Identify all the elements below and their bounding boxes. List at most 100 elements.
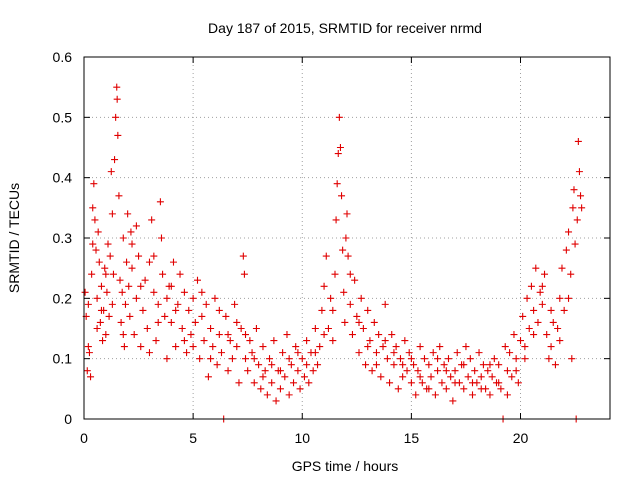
axes: 0 0.1 0.2 0.3 0.4 0.5 0.6 0 5 10 15 20 <box>53 49 611 446</box>
y-tick-label: 0.4 <box>53 170 73 186</box>
data-point <box>368 367 376 375</box>
data-point <box>207 355 215 363</box>
data-point <box>477 385 485 393</box>
data-point <box>512 355 520 363</box>
y-tick-label: 0.3 <box>53 230 73 246</box>
data-point <box>137 282 145 290</box>
data-point <box>183 349 191 357</box>
data-point <box>375 331 383 339</box>
data-point <box>285 355 293 363</box>
data-point <box>346 300 354 308</box>
data-point <box>372 349 380 357</box>
data-point <box>575 168 583 176</box>
data-point <box>172 343 180 351</box>
data-point <box>322 252 330 260</box>
data-point <box>130 331 138 339</box>
data-point <box>121 300 129 308</box>
data-point <box>167 318 175 326</box>
data-point <box>215 306 223 314</box>
data-point <box>108 210 116 218</box>
data-point <box>91 216 99 224</box>
data-point <box>543 331 551 339</box>
data-point <box>429 349 437 357</box>
data-point <box>161 312 169 320</box>
data-point <box>554 325 562 332</box>
data-point <box>475 349 483 357</box>
data-point <box>405 349 413 357</box>
data-point <box>105 312 113 320</box>
data-point <box>460 385 468 393</box>
data-point <box>154 318 162 326</box>
data-point <box>401 337 409 345</box>
data-point <box>434 367 442 375</box>
data-point <box>215 331 223 339</box>
data-point <box>244 367 252 375</box>
data-point <box>427 373 435 381</box>
data-point <box>180 337 188 345</box>
data-point <box>85 349 93 357</box>
data-point <box>565 294 573 302</box>
data-point <box>462 343 470 351</box>
data-point <box>185 306 193 314</box>
data-point <box>329 337 337 345</box>
data-point <box>525 325 533 332</box>
data-point <box>468 391 476 399</box>
data-point <box>334 150 342 158</box>
data-point <box>101 264 109 272</box>
data-point <box>233 318 241 326</box>
data-point <box>276 367 284 375</box>
data-point <box>263 391 271 399</box>
grid <box>84 57 610 419</box>
data-point <box>514 379 522 387</box>
data-point <box>172 306 180 314</box>
data-point <box>296 385 304 393</box>
data-point <box>438 379 446 387</box>
data-point <box>128 240 136 248</box>
data-point <box>115 192 123 200</box>
data-point <box>141 276 149 284</box>
data-point <box>114 131 122 139</box>
data-point <box>163 355 171 363</box>
data-point <box>213 361 221 369</box>
data-point <box>119 331 127 339</box>
data-point <box>383 355 391 363</box>
data-point <box>503 391 511 399</box>
data-point <box>314 361 322 369</box>
data-point <box>530 331 538 339</box>
data-point <box>84 343 92 351</box>
data-point <box>335 113 343 121</box>
data-point <box>410 361 418 369</box>
data-point <box>425 385 433 393</box>
data-point <box>497 385 505 393</box>
data-point <box>240 270 248 278</box>
data-point <box>259 373 267 381</box>
data-point <box>506 349 514 357</box>
data-point <box>126 312 134 320</box>
data-point <box>521 355 529 363</box>
x-tick-label: 10 <box>294 430 310 446</box>
plot-frame <box>83 56 611 420</box>
data-point <box>135 252 143 260</box>
data-point <box>237 325 245 332</box>
data-point <box>248 349 256 357</box>
data-point <box>124 210 132 218</box>
data-point <box>89 240 97 248</box>
data-point <box>501 343 509 351</box>
data-point <box>517 337 525 345</box>
data-point <box>418 379 426 387</box>
data-point <box>279 349 287 357</box>
data-point <box>541 270 549 278</box>
data-point <box>88 270 96 278</box>
data-point <box>488 373 496 381</box>
data-point <box>268 361 276 369</box>
data-point <box>96 318 104 326</box>
data-point <box>341 318 349 326</box>
data-point <box>178 325 186 332</box>
data-point <box>202 300 210 308</box>
data-point <box>132 222 140 230</box>
x-tick-label: 5 <box>189 430 197 446</box>
data-point <box>87 373 95 381</box>
data-point <box>359 325 367 332</box>
data-point <box>377 373 385 381</box>
